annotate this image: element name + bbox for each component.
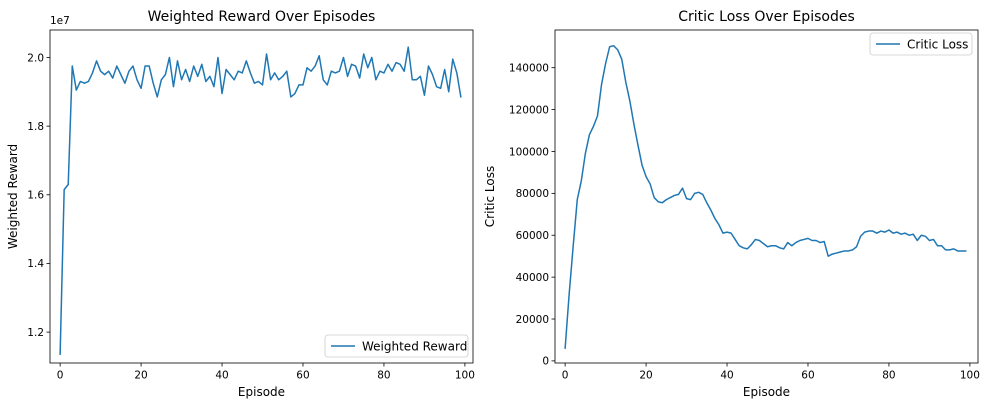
- legend-box: [869, 32, 973, 56]
- legend-label: Critic Loss: [907, 38, 968, 52]
- x-tick-label: 20: [639, 370, 652, 382]
- x-tick-label: 60: [801, 370, 814, 382]
- y-axis-label: Weighted Reward: [6, 144, 20, 249]
- x-axis-label: Episode: [743, 385, 790, 399]
- y-tick-label: 1.4: [27, 258, 44, 270]
- x-tick-label: 80: [377, 370, 390, 382]
- weighted-reward-chart: Weighted Reward Over Episodes Episode We…: [6, 9, 475, 399]
- y-tick-label: 120000: [509, 104, 549, 116]
- x-tick-label: 40: [720, 370, 733, 382]
- x-tick-label: 60: [296, 370, 309, 382]
- y-tick-label: 2.0: [27, 52, 44, 64]
- chart-title: Critic Loss Over Episodes: [678, 9, 855, 25]
- y-tick-label: 20000: [516, 314, 549, 326]
- legend: Weighted Reward: [324, 334, 469, 358]
- axis-ticks: 0 20 40 60 80 100 0 20000 40000 60000 80000 100000 1…: [509, 62, 980, 381]
- chart-title: Weighted Reward Over Episodes: [148, 9, 376, 25]
- legend-label: Weighted Reward: [362, 340, 467, 354]
- x-tick-label: 80: [882, 370, 895, 382]
- x-tick-label: 40: [215, 370, 228, 382]
- y-tick-label: 1.2: [27, 327, 44, 339]
- y-tick-label: 80000: [516, 188, 549, 200]
- critic-loss-chart: Critic Loss Over Episodes Episode Critic…: [483, 9, 980, 399]
- y-tick-label: 0: [542, 356, 549, 368]
- plot-area: [555, 30, 978, 363]
- y-tick-label: 60000: [516, 230, 549, 242]
- legend: Critic Loss: [869, 32, 973, 56]
- x-tick-label: 20: [134, 370, 147, 382]
- y-tick-label: 1.8: [27, 121, 44, 133]
- x-tick-label: 0: [57, 370, 64, 382]
- x-tick-label: 0: [562, 370, 569, 382]
- y-tick-label: 100000: [509, 146, 549, 158]
- plot-frame: [49, 29, 474, 364]
- series-line-0: [564, 44, 967, 350]
- y-tick-label: 140000: [509, 62, 549, 74]
- legend-box: [324, 334, 469, 358]
- y-axis-label: Critic Loss: [483, 166, 497, 227]
- series-lines: [59, 46, 462, 356]
- y-offset-label: 1e7: [50, 15, 70, 27]
- axis-ticks: 0 20 40 60 80 100 1.2 1.4 1.6 1.8 2.0: [27, 52, 475, 381]
- x-tick-label: 100: [960, 370, 980, 382]
- series-line-0: [59, 46, 462, 356]
- x-tick-label: 100: [455, 370, 475, 382]
- y-tick-label: 40000: [516, 272, 549, 284]
- series-lines: [564, 44, 967, 350]
- y-tick-label: 1.6: [27, 190, 44, 202]
- plot-area: [50, 30, 473, 363]
- x-axis-label: Episode: [238, 385, 285, 399]
- plot-frame: [554, 29, 979, 364]
